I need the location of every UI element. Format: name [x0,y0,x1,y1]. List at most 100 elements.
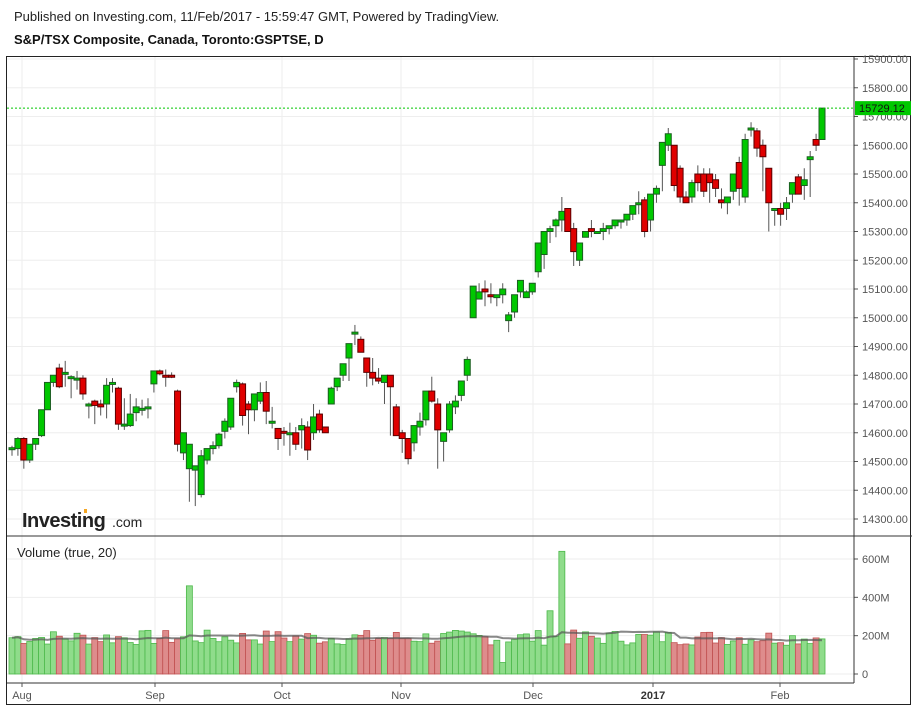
volume-bar [333,643,341,675]
volume-bar [753,641,761,675]
volume-bar [345,638,353,675]
volume-bar [670,642,678,675]
volume-bar [321,641,329,675]
candle [647,193,655,221]
candle [664,133,672,146]
volume-bar [8,637,16,675]
candle [623,213,631,221]
candle [422,390,430,421]
volume-bar [818,638,826,675]
candle [800,179,808,186]
candle [794,176,802,195]
volume-bar [410,640,418,675]
volume-bar [398,637,406,675]
candle [723,196,731,204]
candle [14,438,22,450]
volume-bar [109,642,116,675]
volume-bar [493,639,501,675]
candle [274,427,282,439]
candle [126,413,134,427]
candle [570,228,578,253]
candle [700,173,708,192]
candle [20,438,28,461]
candle [97,403,105,408]
candle [652,187,660,195]
candle [528,282,536,293]
volume-bar [800,638,808,675]
volume-bar [570,629,578,675]
volume-bar [67,640,75,675]
candle [156,370,164,375]
candle [67,376,75,380]
volume-bar [55,635,63,675]
candle [765,167,773,204]
price-tick-label: 15000.00 [862,313,908,325]
candle [635,202,643,206]
price-tick-label: 14900.00 [862,342,908,354]
candle [777,208,785,215]
candle [505,314,513,322]
candle [516,279,524,293]
candle [357,338,365,353]
price-tick-label: 15500.00 [862,169,908,181]
volume-tick-label: 200M [862,631,890,643]
volume-bar [676,644,684,675]
volume-bars [8,550,826,675]
volume-bar [381,637,388,675]
candle [617,219,625,223]
volume-bar [191,640,199,675]
candle [818,107,826,140]
volume-bar [481,636,489,675]
candle [292,432,300,445]
volume-bar [617,640,625,675]
time-axis-label: Dec [523,690,543,702]
candle [493,294,501,299]
candle [593,231,601,234]
candle [132,406,140,414]
candle [641,199,649,232]
volume-bar [664,632,672,675]
volume-bar [682,643,690,675]
candle [729,173,737,192]
candle [658,141,666,166]
candle [162,374,170,378]
candle [168,374,176,378]
candle [717,199,725,204]
price-tick-label: 15600.00 [862,140,908,152]
volume-bar [812,637,820,675]
volume-bar [115,636,122,675]
volume-bar [505,641,513,675]
time-axis-label: Sep [145,690,165,702]
candle [759,144,767,158]
candle [611,219,619,227]
candle [380,374,388,383]
candle [706,173,714,184]
candle [534,242,542,273]
volume-tick-label: 400M [862,592,890,604]
candle [250,393,258,411]
candle [369,371,377,379]
last-price-label: 15729.12 [859,103,905,115]
volume-bar [428,642,436,675]
candle [351,331,359,335]
candle [712,179,720,189]
candle [321,426,329,434]
candle [605,225,613,230]
volume-bar [729,640,737,675]
candle [682,196,690,204]
volume-bar [416,641,424,675]
candle [179,432,187,454]
volume-bar [138,630,146,675]
volume-bar [227,639,235,675]
volume-bar [422,633,430,675]
candle [499,288,507,296]
volume-bar [475,635,483,675]
volume-bar [806,643,814,675]
candle [582,231,590,238]
candle [280,430,288,434]
volume-bar [653,631,660,675]
price-tick-label: 15200.00 [862,255,908,267]
candle [174,390,182,445]
volume-bar [185,585,193,675]
